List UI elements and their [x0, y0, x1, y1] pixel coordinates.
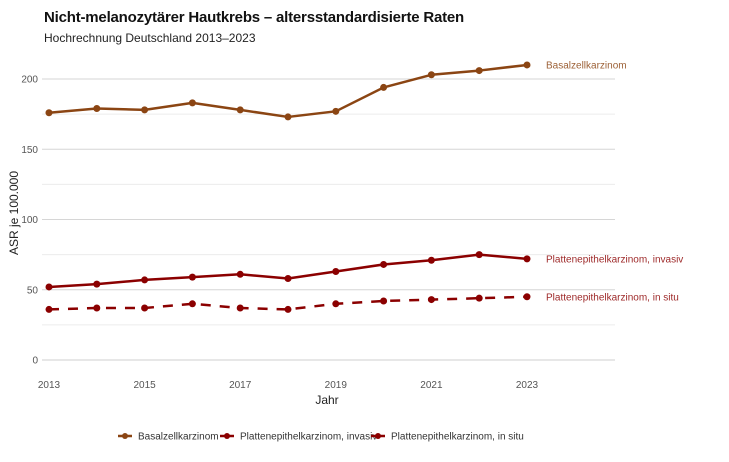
series-group — [45, 61, 531, 313]
y-tick-label: 0 — [32, 356, 38, 367]
data-point — [45, 109, 53, 117]
end-labels: Basalzellkarzinom Plattenepithelkarzinom,… — [546, 60, 683, 303]
series-line — [48, 253, 528, 289]
y-tick-label: 100 — [21, 215, 38, 226]
data-point — [188, 99, 196, 107]
data-point — [475, 251, 483, 259]
series-end-label: Plattenepithelkarzinom, in situ — [546, 292, 679, 303]
series-2 — [45, 293, 531, 313]
data-point — [427, 71, 435, 79]
data-point — [141, 106, 149, 114]
data-point — [141, 304, 149, 312]
data-point — [188, 273, 196, 281]
data-point — [45, 283, 53, 291]
y-tick-label: 150 — [21, 145, 38, 156]
data-point — [427, 256, 435, 264]
legend-item[interactable]: Plattenepithelkarzinom, in situ — [371, 432, 524, 443]
data-point — [332, 107, 340, 115]
data-point — [93, 304, 101, 312]
series-1 — [45, 251, 531, 291]
x-tick-label: 2013 — [38, 380, 61, 391]
legend-label: Plattenepithelkarzinom, in situ — [391, 432, 524, 443]
x-axis-label: Jahr — [315, 393, 338, 407]
x-axis-ticks: 2013 2015 2017 2019 2021 2023 — [38, 380, 539, 391]
legend-label: Basalzellkarzinom — [138, 432, 219, 443]
data-point — [475, 294, 483, 302]
data-point — [236, 106, 244, 114]
data-point — [284, 113, 292, 121]
legend-item[interactable]: Basalzellkarzinom — [118, 432, 219, 443]
chart-subtitle: Hochrechnung Deutschland 2013–2023 — [44, 31, 256, 45]
x-tick-label: 2023 — [516, 380, 539, 391]
legend-swatch-point — [122, 433, 128, 439]
y-tick-label: 50 — [27, 285, 39, 296]
data-point — [93, 280, 101, 288]
data-point — [427, 296, 435, 304]
data-point — [236, 304, 244, 312]
x-tick-label: 2019 — [325, 380, 348, 391]
y-axis-label: ASR je 100.000 — [7, 171, 21, 255]
data-point — [523, 293, 531, 301]
legend: Basalzellkarzinom Plattenepithelkarzinom,… — [118, 432, 524, 443]
data-point — [475, 67, 483, 75]
series-0 — [45, 61, 531, 121]
x-tick-label: 2017 — [229, 380, 252, 391]
chart-title: Nicht-melanozytärer Hautkrebs – altersst… — [44, 9, 465, 26]
series-line — [48, 295, 528, 311]
series-end-label: Basalzellkarzinom — [546, 60, 627, 71]
gridlines — [42, 78, 615, 361]
data-point — [380, 83, 388, 91]
data-point — [523, 61, 531, 69]
y-tick-label: 200 — [21, 75, 38, 86]
data-point — [45, 305, 53, 313]
x-tick-label: 2021 — [420, 380, 443, 391]
data-point — [380, 297, 388, 305]
legend-swatch-point — [224, 433, 230, 439]
data-point — [332, 267, 340, 275]
x-tick-label: 2015 — [133, 380, 156, 391]
data-point — [93, 105, 101, 113]
data-point — [284, 275, 292, 283]
data-point — [523, 255, 531, 263]
series-line — [48, 63, 528, 119]
legend-label: Plattenepithelkarzinom, invasiv — [240, 432, 377, 443]
data-point — [380, 260, 388, 268]
legend-swatch-point — [375, 433, 381, 439]
data-point — [332, 300, 340, 308]
legend-item[interactable]: Plattenepithelkarzinom, invasiv — [220, 432, 377, 443]
data-point — [236, 270, 244, 278]
y-axis-ticks: 0 50 100 150 200 — [21, 75, 38, 367]
data-point — [284, 305, 292, 313]
data-point — [141, 276, 149, 284]
series-end-label: Plattenepithelkarzinom, invasiv — [546, 254, 683, 265]
data-point — [188, 300, 196, 308]
